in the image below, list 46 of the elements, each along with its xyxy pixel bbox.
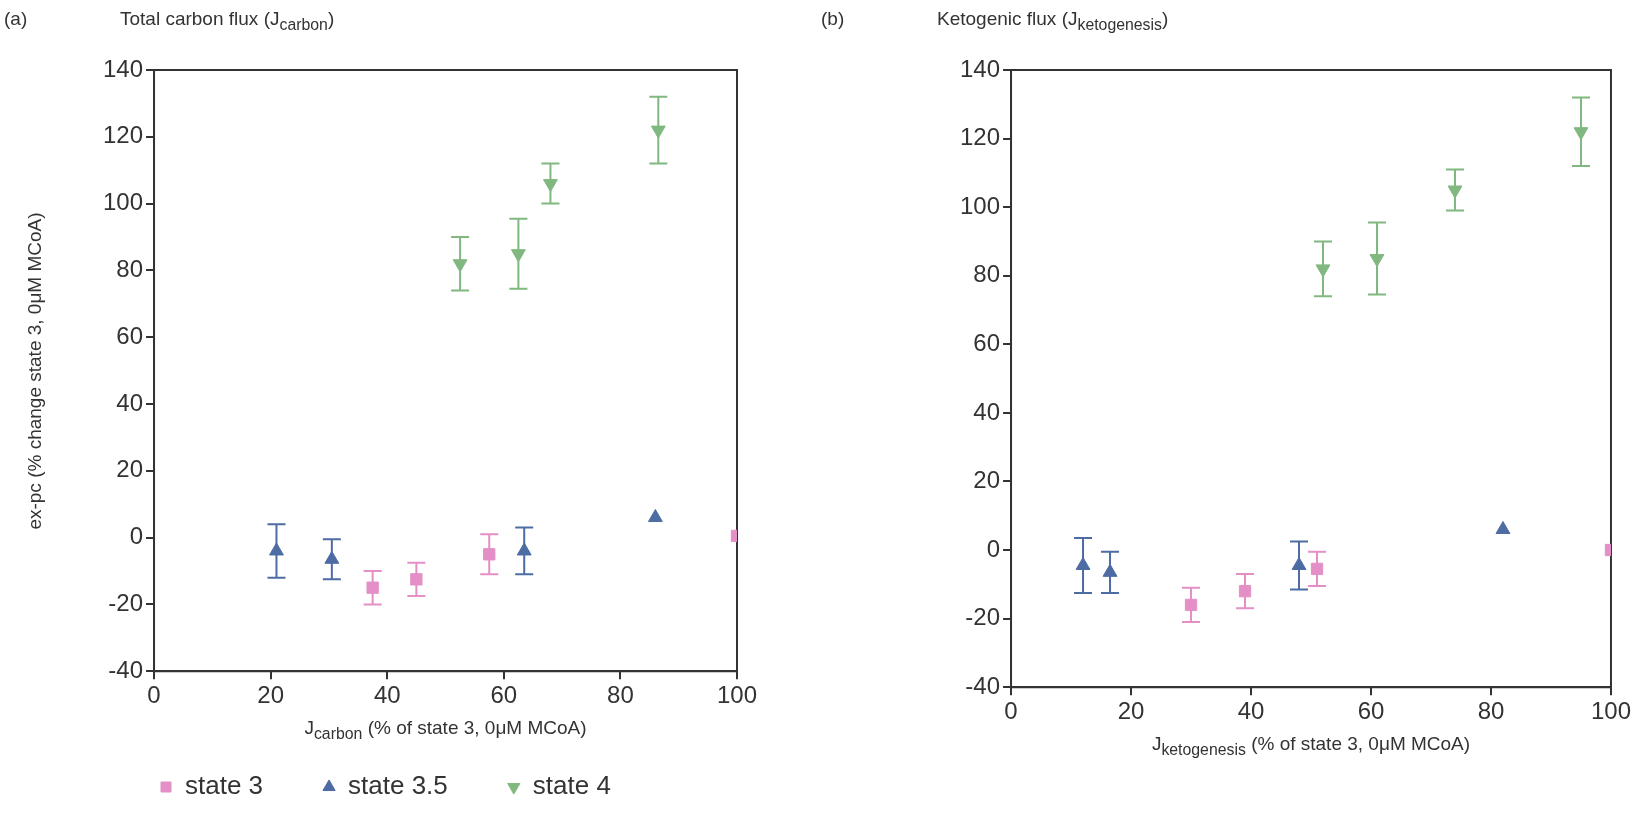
x-tick-label: 100 xyxy=(716,681,758,709)
x-tick-label: 20 xyxy=(257,681,284,709)
y-tick-label: 20 xyxy=(116,455,144,483)
y-tick-label: 80 xyxy=(973,260,1001,288)
x-tick-label: 0 xyxy=(147,681,161,709)
text: (b) xyxy=(821,8,845,30)
y-tick-label: -40 xyxy=(965,671,1001,699)
y-tick-label: 120 xyxy=(103,121,144,149)
y-tick-label: -40 xyxy=(108,655,144,683)
x-tick-label: 80 xyxy=(1477,697,1505,725)
point xyxy=(647,509,663,523)
x-tick-label: 40 xyxy=(373,681,401,709)
legend-label: state 4 xyxy=(532,770,611,801)
point xyxy=(410,573,423,586)
x-tick-label: 20 xyxy=(1117,697,1145,725)
y-tick-label: -20 xyxy=(108,589,144,617)
x-axis-title: J$_{carbon}$ (% of state 3, 0μM MCoA) xyxy=(304,717,587,743)
x-tick-label: 40 xyxy=(1237,697,1265,725)
x-tick-label: 0 xyxy=(1004,697,1018,725)
y-tick-label: 20 xyxy=(973,466,1001,494)
y-tick-label: 100 xyxy=(103,188,144,216)
x-axis-title: J$_{ketogenesis}$ (% of state 3, 0μM MCoA) xyxy=(1151,733,1471,759)
y-tick-label: 80 xyxy=(116,255,144,283)
y-tick-label: 140 xyxy=(103,54,144,82)
y-tick-label: 100 xyxy=(960,191,1001,219)
legend-label: state 3.5 xyxy=(348,770,448,801)
y-tick-label: 0 xyxy=(129,522,144,550)
y-tick-label: -20 xyxy=(965,603,1001,631)
y-tick-label: 60 xyxy=(116,321,144,349)
y-tick-label: 140 xyxy=(960,54,1001,82)
y-tick-label: 40 xyxy=(116,388,144,416)
chart-title: Total carbon flux (J$_{carbon}$) xyxy=(120,8,335,34)
y-tick-label: 120 xyxy=(960,123,1001,151)
x-tick-label: 80 xyxy=(607,681,634,709)
x-tick-label: 60 xyxy=(1357,697,1385,725)
point xyxy=(366,581,379,594)
y-tick-label: 0 xyxy=(986,534,1001,562)
x-tick-label: 100 xyxy=(1590,697,1631,725)
chart-title: Ketogenic flux (J$_{ketogenesis}$) xyxy=(937,8,1169,34)
point xyxy=(483,548,496,561)
y-tick-label: 40 xyxy=(973,397,1001,425)
y-axis-title: ex-pc (% change state 3, 0μM MCoA) xyxy=(24,212,46,530)
x-tick-label: 60 xyxy=(490,681,518,709)
text: (a) xyxy=(4,8,28,30)
y-tick-label: 60 xyxy=(973,328,1001,356)
legend-label: state 3 xyxy=(185,770,264,801)
